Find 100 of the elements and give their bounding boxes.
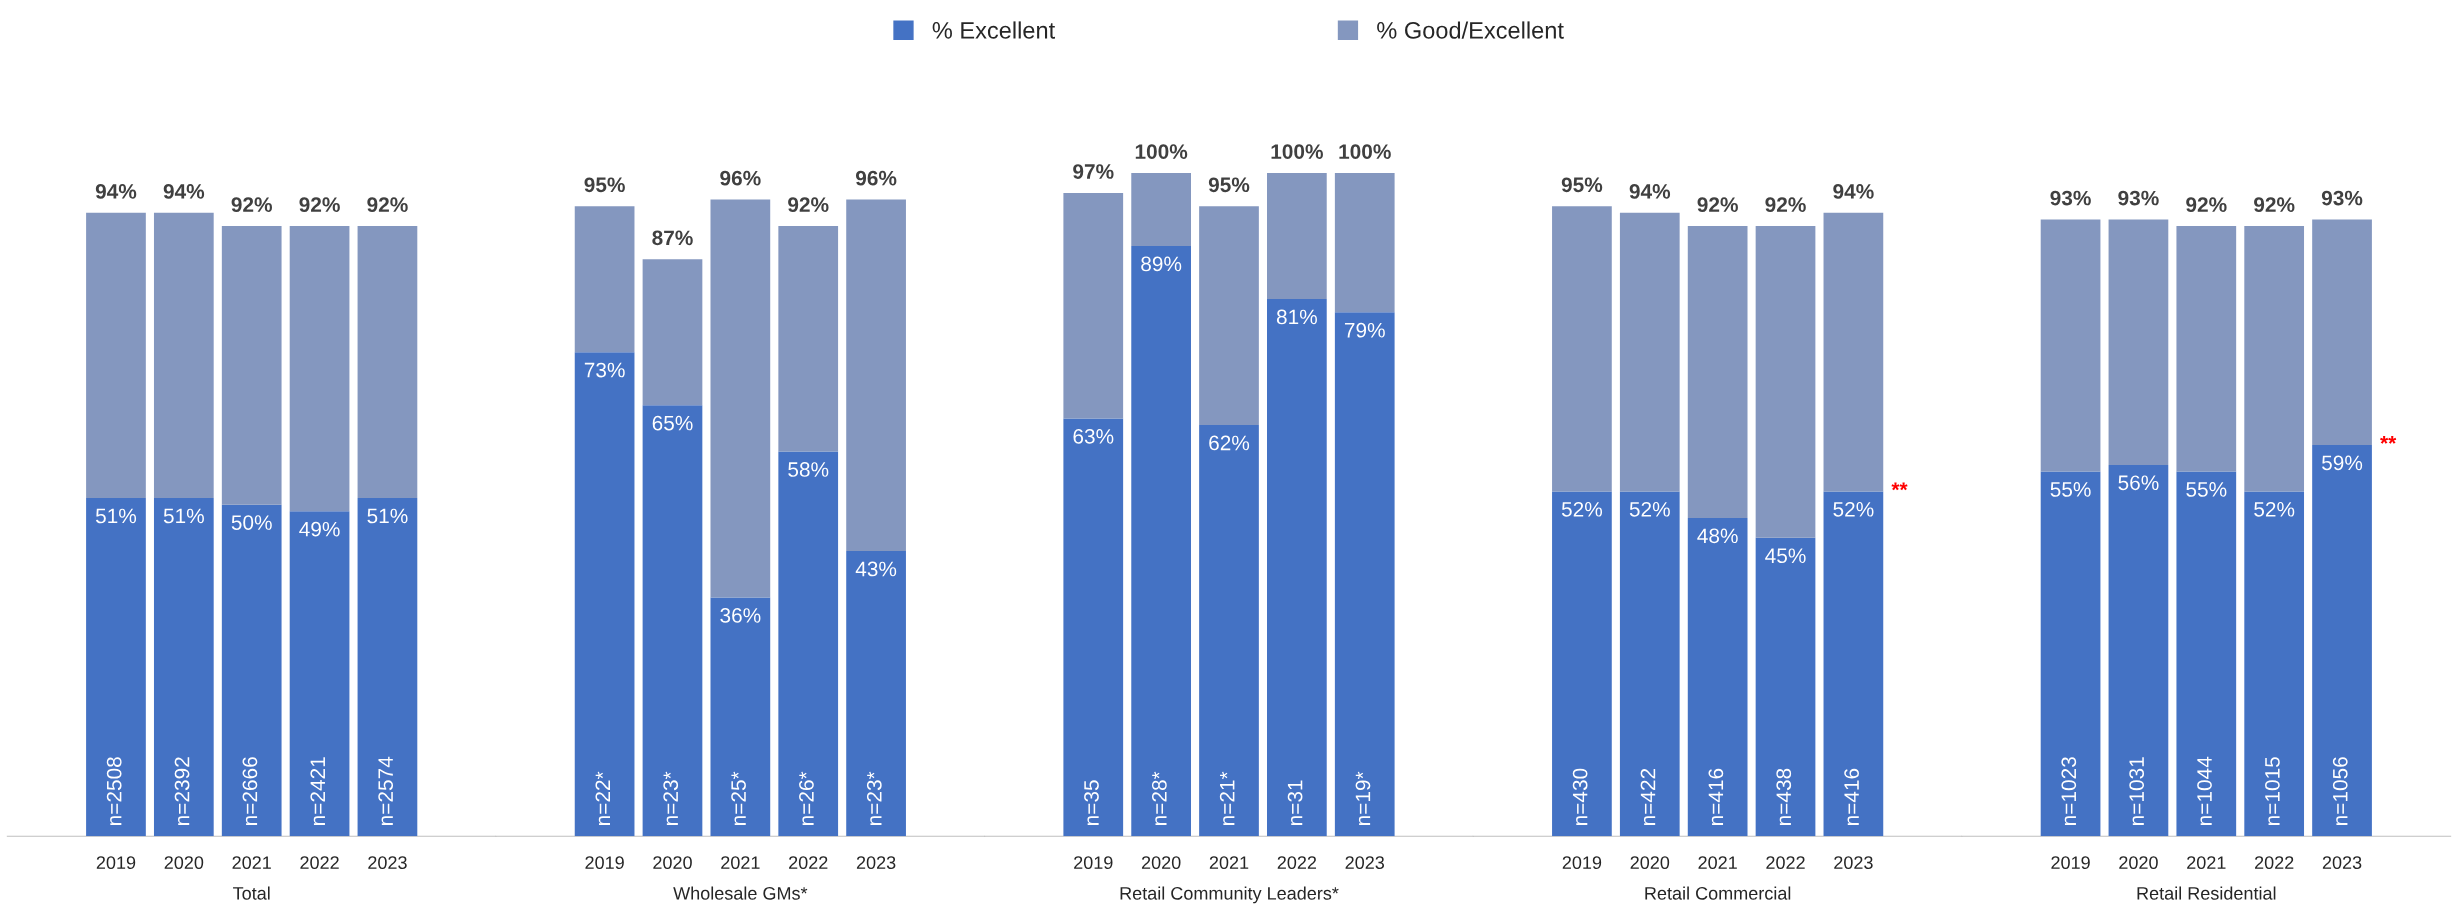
data-label: 36% xyxy=(720,608,761,623)
x-axis-title: Wholesale GMs* xyxy=(673,886,808,900)
bar xyxy=(86,212,146,499)
data-label: 55% xyxy=(2050,482,2091,497)
annotation: n=22* xyxy=(595,771,610,825)
bar xyxy=(1131,246,1191,837)
annotation: ** xyxy=(1891,482,1908,491)
x-tick-label: 2022 xyxy=(2255,856,2294,870)
data-label: 52% xyxy=(1833,501,1874,517)
x-tick-label: 2022 xyxy=(789,856,828,870)
annotation: n=23* xyxy=(866,771,882,825)
bar xyxy=(1199,425,1259,837)
bar xyxy=(1823,491,1884,837)
bar xyxy=(2312,219,2372,445)
data-label: 51% xyxy=(95,508,137,524)
annotation: n=19* xyxy=(1355,771,1371,825)
bar xyxy=(1619,491,1680,837)
total-label: 95% xyxy=(584,177,625,193)
total-label: 93% xyxy=(2050,190,2091,206)
annotation: n=438 xyxy=(1776,768,1792,825)
bar xyxy=(642,259,703,406)
annotation: n=2421 xyxy=(310,757,325,825)
data-label: 63% xyxy=(1073,428,1114,444)
bar xyxy=(2108,464,2169,837)
x-tick-label: 2020 xyxy=(1141,856,1181,870)
x-tick-label: 2021 xyxy=(721,856,760,870)
x-tick-label: 2023 xyxy=(1345,856,1385,870)
x-tick-label: 2022 xyxy=(1277,856,1317,870)
annotation: n=422 xyxy=(1640,768,1656,825)
bar xyxy=(1552,206,1612,492)
total-label: 94% xyxy=(1629,184,1671,199)
x-axis-title: Retail Commercial xyxy=(1645,886,1791,900)
annotation: n=31 xyxy=(1287,780,1303,825)
total-label: 92% xyxy=(1765,197,1806,213)
annotation: n=416 xyxy=(1844,768,1859,825)
bar xyxy=(2040,471,2101,837)
data-label: 48% xyxy=(1697,528,1738,544)
data-label: 50% xyxy=(231,515,272,530)
bar xyxy=(289,511,350,837)
x-axis-title: Retail Community Leaders* xyxy=(1120,886,1339,904)
total-label: 93% xyxy=(2118,190,2159,206)
bar xyxy=(2176,471,2237,837)
total-label: 94% xyxy=(1833,184,1874,199)
annotation: n=23* xyxy=(663,771,679,825)
x-tick-label: 2019 xyxy=(2051,856,2090,870)
data-label: 51% xyxy=(163,508,204,524)
bar xyxy=(1063,418,1124,837)
data-label: 55% xyxy=(2186,482,2227,497)
total-label: 94% xyxy=(163,184,205,199)
total-label: 92% xyxy=(788,197,829,213)
annotation: n=1031 xyxy=(2129,757,2145,825)
data-label: 56% xyxy=(2118,475,2159,491)
x-tick-label: 2020 xyxy=(2119,856,2158,870)
annotation: n=2666 xyxy=(242,757,258,825)
total-label: 95% xyxy=(1208,177,1250,193)
data-label: 59% xyxy=(2322,455,2363,471)
annotation: n=28* xyxy=(1151,771,1167,825)
bar xyxy=(710,597,771,837)
bar xyxy=(357,226,418,499)
x-tick-label: 2019 xyxy=(1562,856,1602,870)
annotation: n=2508 xyxy=(106,757,122,825)
data-label: 52% xyxy=(1629,501,1670,517)
annotation: n=25* xyxy=(731,771,746,825)
bar xyxy=(1823,212,1884,492)
x-tick-label: 2021 xyxy=(2187,856,2226,870)
bar xyxy=(1755,226,1816,538)
x-tick-label: 2023 xyxy=(2322,856,2362,870)
bar xyxy=(574,352,635,837)
annotation: n=1056 xyxy=(2332,757,2348,825)
x-tick-label: 2023 xyxy=(368,856,407,870)
annotation: ** xyxy=(2380,436,2397,444)
bar xyxy=(642,405,703,837)
annotation: n=2392 xyxy=(174,757,190,825)
total-label: 100% xyxy=(1339,144,1391,159)
bar xyxy=(778,451,839,837)
bar xyxy=(1619,212,1680,492)
bar xyxy=(710,199,771,598)
annotation: n=26* xyxy=(799,771,814,825)
x-tick-label: 2020 xyxy=(1630,856,1670,870)
bar xyxy=(1267,173,1327,300)
bar xyxy=(778,226,839,452)
bar xyxy=(153,498,214,837)
data-label: 79% xyxy=(1344,322,1385,338)
annotation: n=2574 xyxy=(378,756,394,825)
bar xyxy=(86,498,146,837)
total-label: 92% xyxy=(231,197,272,213)
x-tick-label: 2021 xyxy=(1209,856,1249,870)
total-label: 87% xyxy=(652,230,693,246)
total-label: 96% xyxy=(720,170,761,186)
x-tick-label: 2022 xyxy=(1766,856,1805,870)
x-tick-label: 2021 xyxy=(232,856,271,870)
data-label: 43% xyxy=(855,561,897,577)
data-label: 73% xyxy=(584,362,625,378)
x-tick-label: 2020 xyxy=(653,856,692,870)
legend-label: % Excellent xyxy=(932,21,1055,39)
total-label: 95% xyxy=(1561,177,1603,193)
annotation: n=1044 xyxy=(2197,756,2212,825)
data-label: 52% xyxy=(1561,501,1603,517)
legend-label: % Good/Excellent xyxy=(1377,21,1564,39)
bar xyxy=(1334,312,1395,837)
